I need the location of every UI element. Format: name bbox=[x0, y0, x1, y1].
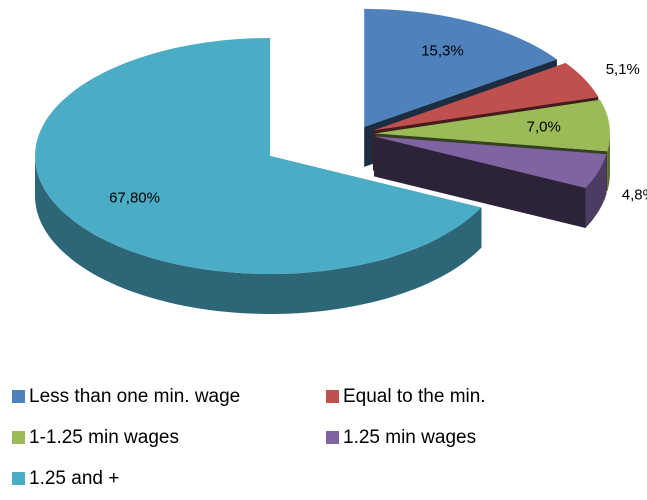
legend-label: 1-1.25 min wages bbox=[29, 427, 179, 448]
slice-cut-face bbox=[374, 136, 586, 228]
legend-swatch bbox=[12, 472, 25, 485]
value-label: 5,1% bbox=[606, 61, 640, 78]
slice bbox=[374, 136, 607, 188]
slice-side bbox=[607, 133, 610, 192]
legend-swatch bbox=[326, 431, 339, 444]
legend-label: 1.25 and + bbox=[29, 468, 119, 489]
slice-side bbox=[35, 156, 482, 314]
legend-swatch bbox=[326, 390, 339, 403]
value-label: 7,0% bbox=[527, 119, 561, 136]
value-label: 67,80% bbox=[109, 190, 160, 207]
legend-label: 1.25 min wages bbox=[343, 427, 476, 448]
legend-label: Equal to the min. bbox=[343, 386, 486, 407]
legend-label: Less than one min. wage bbox=[29, 386, 240, 407]
slice bbox=[35, 38, 482, 274]
legend-swatch bbox=[12, 390, 25, 403]
slice bbox=[373, 63, 599, 131]
slice bbox=[364, 8, 557, 127]
value-label: 4,8% bbox=[622, 187, 647, 204]
value-label: 15,3% bbox=[421, 43, 464, 60]
slice bbox=[375, 99, 610, 152]
legend-swatch bbox=[12, 431, 25, 444]
slice-side bbox=[585, 154, 607, 228]
